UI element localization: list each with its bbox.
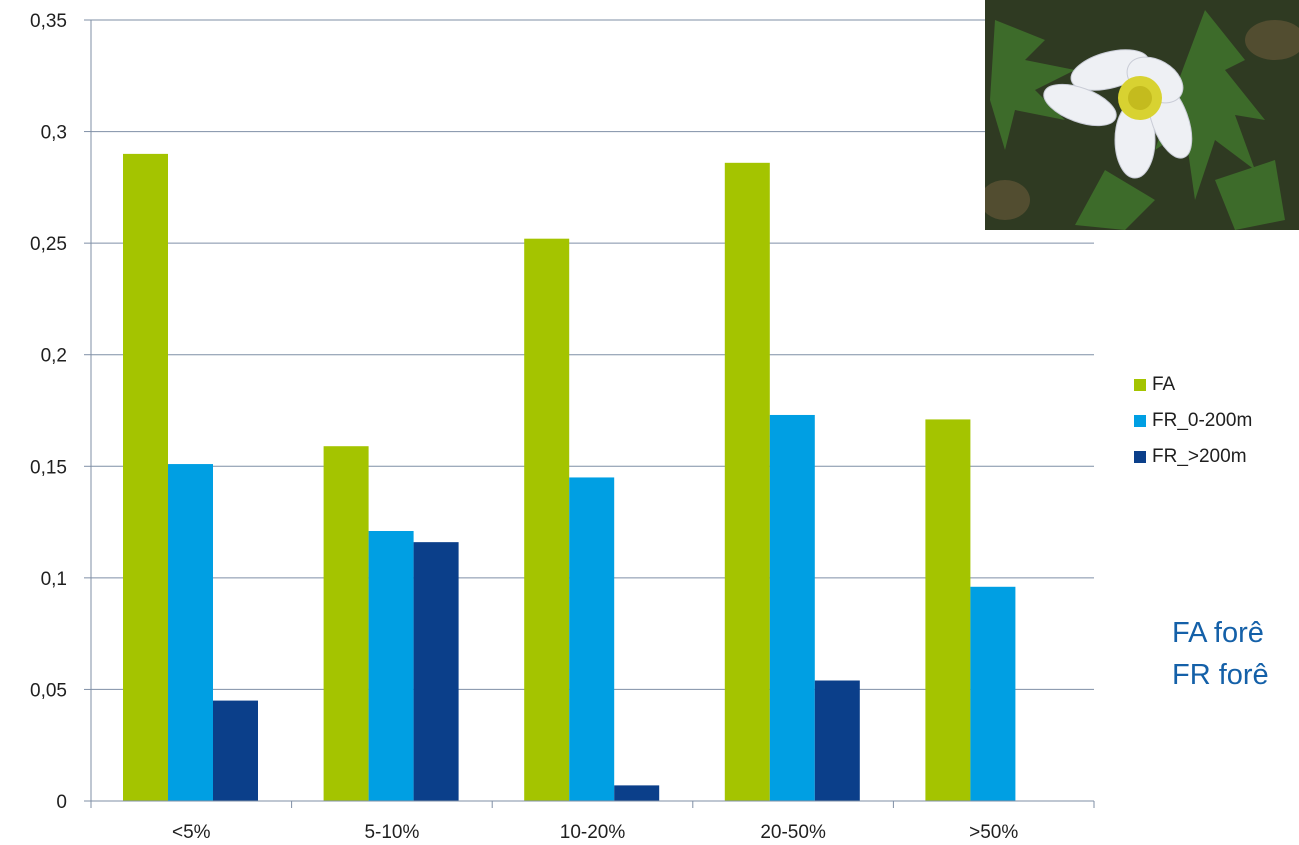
chart-legend: FA FR_0-200m FR_>200m	[1134, 367, 1252, 475]
caption-line-1: FA forê	[1172, 617, 1264, 649]
y-tick-label: 0,1	[41, 569, 67, 590]
legend-label-fr-200m: FR_>200m	[1152, 446, 1247, 467]
caption-line-2: FR forê	[1172, 659, 1269, 691]
bar-fa-2	[524, 238, 570, 801]
axes	[90, 20, 1094, 802]
y-tick-label: 0,3	[41, 123, 67, 144]
x-tick-label: 10-20%	[560, 822, 626, 843]
bars	[123, 153, 1016, 802]
legend-swatch-fr-0-200m	[1134, 415, 1146, 427]
bar-fa-0	[123, 153, 168, 801]
anemone-flower-photo	[985, 0, 1299, 230]
y-tick-label: 0	[56, 792, 67, 813]
legend-item-fa: FA	[1134, 367, 1252, 403]
bar-fa-1	[323, 446, 369, 801]
bar-fr-200m-3	[814, 680, 860, 801]
bar-fr-0-200m-1	[368, 530, 414, 801]
y-tick-label: 0,2	[41, 346, 67, 367]
x-tick-label: 20-50%	[760, 822, 826, 843]
legend-item-fr-200m: FR_>200m	[1134, 439, 1252, 475]
y-tick-label: 0,35	[30, 11, 67, 32]
x-tick-label: <5%	[172, 822, 211, 843]
y-axis-ticks: 0 0,05 0,1 0,15 0,2 0,25 0,3 0,35	[30, 11, 91, 813]
bar-fr-0-200m-0	[168, 464, 213, 801]
y-tick-label: 0,25	[30, 234, 67, 255]
bar-fr-200m-2	[614, 785, 660, 801]
legend-item-fr-0-200m: FR_0-200m	[1134, 403, 1252, 439]
x-axis-ticks: <5% 5-10% 10-20% 20-50% >50%	[90, 801, 1095, 843]
caption-text: FA forê FR forê	[1172, 612, 1269, 696]
bar-fr-0-200m-3	[769, 414, 815, 801]
legend-label-fr-0-200m: FR_0-200m	[1152, 410, 1253, 431]
bar-fa-3	[724, 162, 770, 802]
legend-label-fa: FA	[1152, 374, 1176, 395]
legend-swatch-fr-200m	[1134, 451, 1146, 463]
x-tick-label: 5-10%	[364, 822, 419, 843]
bar-fr-200m-1	[413, 542, 459, 801]
gridlines	[91, 19, 1094, 690]
legend-swatch-fa	[1134, 379, 1146, 391]
x-tick-label: >50%	[969, 822, 1018, 843]
bar-fr-0-200m-4	[970, 586, 1016, 801]
y-tick-label: 0,15	[30, 457, 67, 478]
bar-fr-200m-0	[213, 700, 258, 801]
y-tick-label: 0,05	[30, 680, 67, 701]
bar-fa-4	[925, 419, 971, 801]
bar-fr-0-200m-2	[569, 477, 615, 801]
